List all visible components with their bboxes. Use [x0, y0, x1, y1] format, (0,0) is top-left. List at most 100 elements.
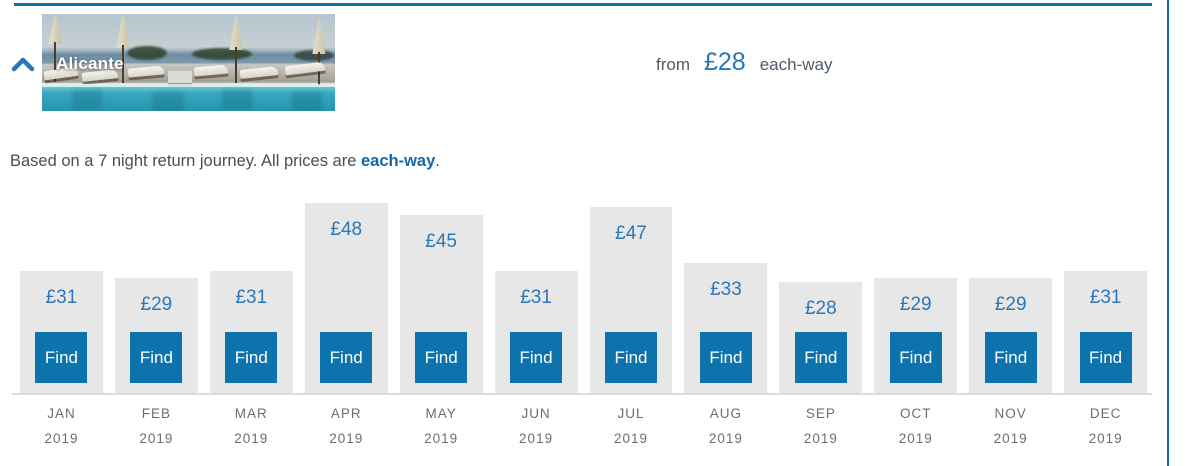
month-year: 2019	[708, 431, 743, 446]
price-bar: £45 Find	[399, 215, 483, 393]
photo-bush	[192, 48, 252, 60]
month-column: £33 Find	[684, 263, 768, 393]
month-name: FEB	[141, 406, 172, 421]
month-column: £29 Find	[114, 278, 198, 393]
month-column: £31 Find	[20, 271, 103, 393]
month-column: £31 Find	[209, 271, 293, 393]
month-label: FEB 2019	[115, 406, 198, 446]
photo-umbrella	[44, 14, 66, 82]
bar-price-label: £28	[804, 298, 837, 319]
price-bar: £47 Find	[589, 207, 673, 393]
photo-reflection	[292, 92, 322, 111]
month-label: OCT 2019	[874, 406, 957, 446]
bar-price-label: £29	[899, 294, 932, 315]
month-year: 2019	[329, 431, 364, 446]
month-column: £29 Find	[969, 278, 1053, 393]
month-name: DEC	[1089, 406, 1122, 421]
find-button[interactable]: Find	[889, 332, 942, 383]
month-name: MAY	[425, 406, 457, 421]
month-name: AUG	[709, 406, 743, 421]
month-name: APR	[330, 406, 362, 421]
panel-top-border	[14, 3, 1152, 6]
bar-price-label: £45	[425, 231, 457, 252]
price-bar: £31 Find	[20, 271, 103, 393]
month-label: AUG 2019	[684, 406, 767, 446]
month-name: MAR	[234, 406, 268, 421]
month-name: OCT	[900, 406, 932, 421]
photo-reflection	[72, 90, 102, 110]
chevron-up-icon[interactable]	[11, 56, 35, 75]
month-column: £45 Find	[399, 215, 483, 393]
month-label: SEP 2019	[779, 406, 862, 446]
month-column: £31 Find	[494, 271, 578, 393]
month-name: SEP	[805, 406, 836, 421]
month-name: JUL	[617, 406, 645, 421]
month-year: 2019	[234, 431, 269, 446]
find-button[interactable]: Find	[415, 332, 468, 383]
photo-waterline	[42, 84, 335, 87]
month-label: JAN 2019	[20, 406, 103, 446]
month-year: 2019	[139, 431, 174, 446]
month-year: 2019	[613, 431, 649, 446]
photo-lounger	[193, 64, 229, 77]
month-year: 2019	[1088, 431, 1123, 446]
fare-price: £28	[704, 48, 746, 76]
photo-umbrella	[308, 16, 330, 86]
bar-price-label: £29	[994, 294, 1027, 315]
photo-bush	[127, 46, 167, 60]
month-label: JUN 2019	[495, 406, 578, 446]
find-button[interactable]: Find	[320, 332, 373, 383]
month-label: NOV 2019	[969, 406, 1052, 446]
photo-reflection	[222, 90, 252, 110]
find-button[interactable]: Find	[699, 332, 752, 383]
find-button[interactable]: Find	[794, 332, 847, 383]
price-bar: £48 Find	[304, 203, 388, 393]
find-button[interactable]: Find	[1079, 332, 1132, 383]
photo-table	[168, 71, 192, 83]
price-bar: £31 Find	[1064, 271, 1148, 393]
month-label: DEC 2019	[1064, 406, 1147, 446]
bar-price-label: £29	[140, 294, 173, 315]
month-name: JAN	[47, 406, 76, 421]
month-column: £47 Find	[589, 207, 673, 393]
price-bar: £33 Find	[684, 263, 768, 393]
price-bar: £29 Find	[874, 278, 958, 393]
bar-price-label: £31	[1089, 287, 1122, 308]
price-bar: £31 Find	[494, 271, 578, 393]
bar-price-label: £47	[615, 223, 647, 244]
month-year: 2019	[993, 431, 1028, 446]
pricing-note: Based on a 7 night return journey. All p…	[10, 152, 440, 171]
note-text: Based on a 7 night return journey. All p…	[10, 152, 361, 170]
bar-price-label: £33	[710, 279, 742, 300]
price-bar: £29 Find	[114, 278, 198, 393]
find-button[interactable]: Find	[510, 332, 563, 383]
price-bar: £28 Find	[779, 282, 863, 393]
month-column: £48 Find	[304, 203, 388, 393]
month-column: £29 Find	[874, 278, 958, 393]
month-label: JUL 2019	[590, 406, 673, 446]
month-column: £28 Find	[779, 282, 863, 393]
chart-baseline	[12, 393, 1152, 395]
bar-price-label: £31	[45, 287, 78, 308]
month-label: MAR 2019	[210, 406, 293, 446]
find-button[interactable]: Find	[604, 332, 657, 383]
find-button[interactable]: Find	[130, 332, 183, 383]
destination-name: Alicante	[56, 54, 124, 73]
photo-umbrella	[112, 14, 134, 83]
bar-price-label: £31	[520, 287, 552, 308]
month-year: 2019	[803, 431, 838, 446]
photo-lounger	[239, 66, 279, 79]
photo-lounger	[127, 65, 165, 78]
find-button[interactable]: Find	[35, 332, 88, 383]
month-year: 2019	[898, 431, 933, 446]
fare-unit-label: each-way	[759, 55, 833, 74]
month-year: 2019	[519, 431, 554, 446]
month-year: 2019	[424, 431, 459, 446]
find-button[interactable]: Find	[225, 332, 278, 383]
month-label: MAY 2019	[400, 406, 483, 446]
month-column: £31 Find	[1064, 271, 1148, 393]
month-name: JUN	[521, 406, 551, 421]
chart-columns: £31 Find £29 Find £31 Find £48 Find £45 …	[20, 203, 1148, 393]
find-button[interactable]: Find	[984, 332, 1037, 383]
